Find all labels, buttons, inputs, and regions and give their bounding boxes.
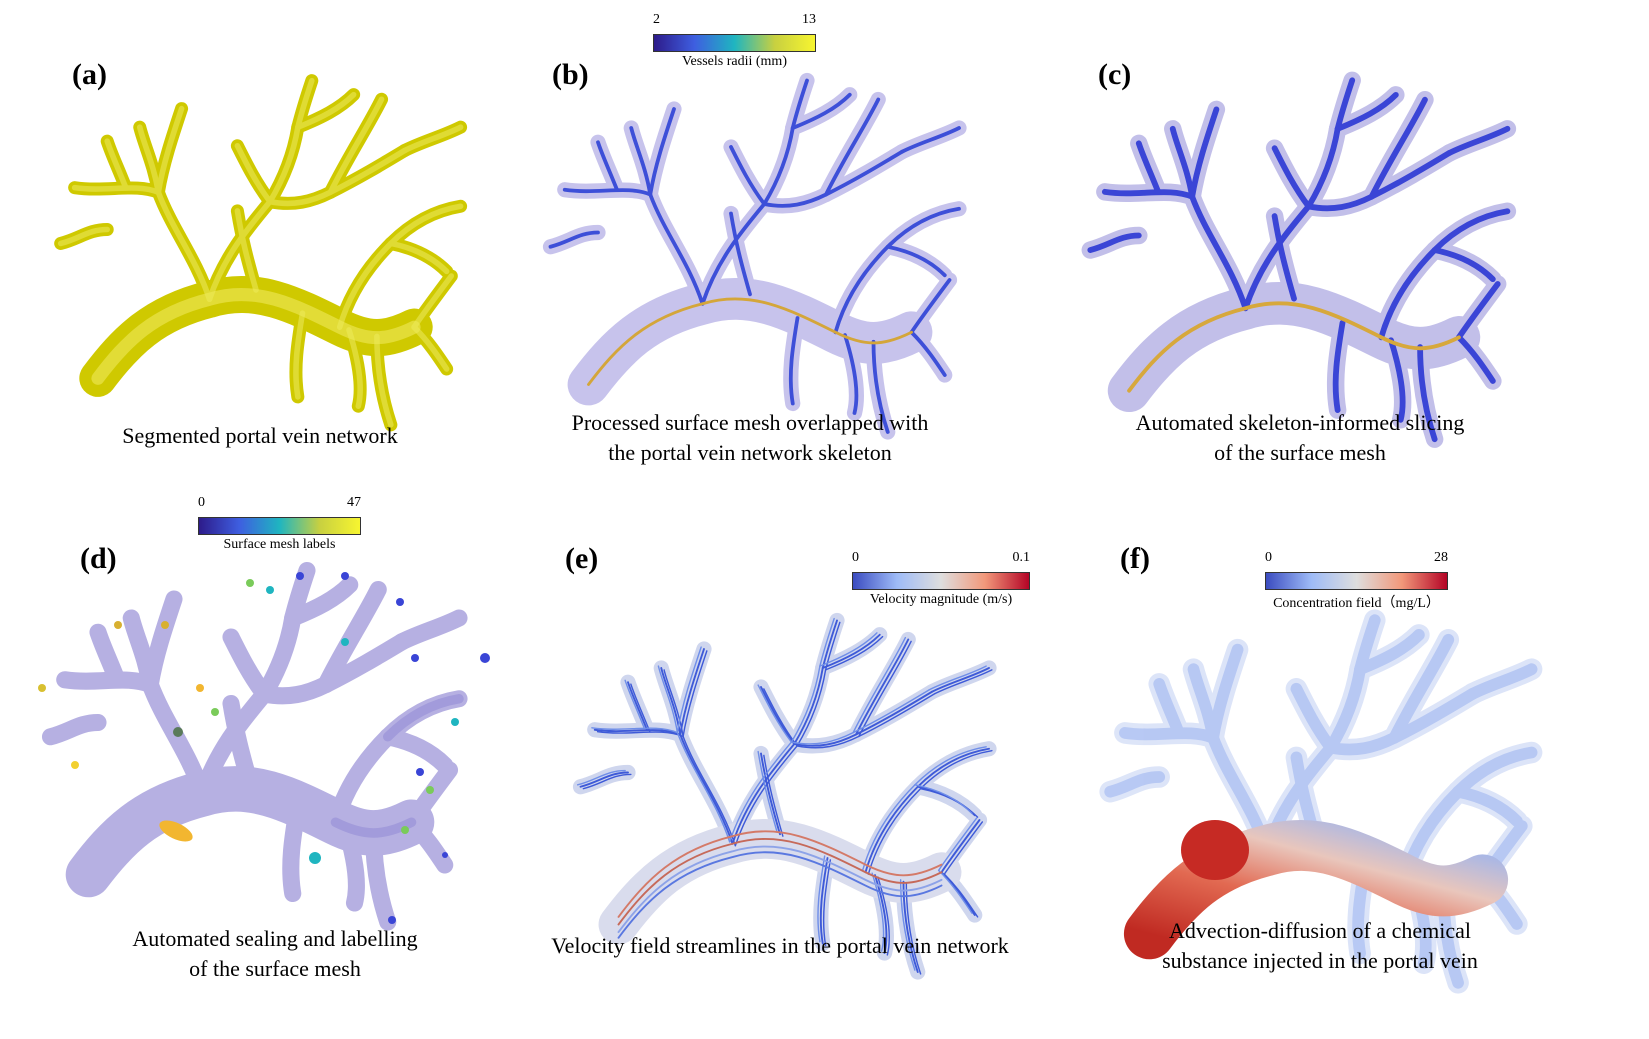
colorbar-min: 0 xyxy=(1265,550,1272,565)
panel-b: (b) 2 13 Vessels radii (mm) Processed su… xyxy=(500,0,1040,470)
colorbar-min: 2 xyxy=(653,12,660,27)
sliced-mesh-render xyxy=(1040,0,1600,470)
caption-d: Automated sealing and labelling of the s… xyxy=(40,924,510,984)
caption-line: the portal vein network skeleton xyxy=(608,440,892,465)
colorbar-surface-labels: 0 47 Surface mesh labels xyxy=(198,495,361,555)
caption-line: Segmented portal vein network xyxy=(122,423,398,448)
colorbar-max: 0.1 xyxy=(1012,550,1031,565)
caption-c: Automated skeleton-informed slicing of t… xyxy=(1060,408,1540,468)
panel-c: (c) Automated skeleton-informed slicing … xyxy=(1040,0,1600,470)
panel-label-b: (b) xyxy=(552,58,589,91)
caption-line: Processed surface mesh overlapped with xyxy=(571,410,929,435)
panel-f: (f) 0 28 Concentration field（mg/L） Advec… xyxy=(1060,490,1649,1039)
panel-label-a: (a) xyxy=(72,58,107,91)
panel-label-d: (d) xyxy=(80,542,117,575)
colorbar-title: Surface mesh labels xyxy=(223,537,336,552)
panel-d: (d) 0 47 Surface mesh labels xyxy=(0,490,540,1039)
panel-e: (e) 0 0.1 Velocity magnitude (m/s) Veloc… xyxy=(500,490,1060,1039)
colorbar-max: 28 xyxy=(1434,550,1448,565)
inlet-high-concentration xyxy=(1181,820,1249,880)
colorbar-vessel-radii: 2 13 Vessels radii (mm) xyxy=(653,12,816,72)
panel-label-e: (e) xyxy=(565,542,599,575)
caption-f: Advection-diffusion of a chemical substa… xyxy=(1080,916,1560,976)
caption-line: substance injected in the portal vein xyxy=(1162,948,1478,973)
caption-b: Processed surface mesh overlapped with t… xyxy=(520,408,980,468)
panel-label-f: (f) xyxy=(1120,542,1150,575)
colorbar-title: Vessels radii (mm) xyxy=(682,54,787,69)
colorbar-max: 47 xyxy=(347,495,361,510)
caption-line: Automated sealing and labelling xyxy=(132,926,418,951)
colorbar-max: 13 xyxy=(802,12,816,27)
colorbar-title: Velocity magnitude (m/s) xyxy=(869,592,1013,607)
concentration-field-render xyxy=(1060,490,1649,1039)
outlet-caps xyxy=(38,572,490,924)
colorbar-title: Concentration field（mg/L） xyxy=(1273,596,1440,611)
colorbar-gradient xyxy=(198,517,361,535)
caption-a: Segmented portal vein network xyxy=(40,421,480,451)
colorbar-gradient xyxy=(653,34,816,52)
colorbar-velocity: 0 0.1 Velocity magnitude (m/s) xyxy=(852,550,1030,610)
caption-line: of the surface mesh xyxy=(1214,440,1386,465)
colorbar-gradient xyxy=(1265,572,1448,590)
caption-line: Advection-diffusion of a chemical xyxy=(1169,918,1471,943)
colorbar-min: 0 xyxy=(852,550,859,565)
caption-e: Velocity field streamlines in the portal… xyxy=(500,931,1060,961)
panel-label-c: (c) xyxy=(1098,58,1132,91)
colorbar-min: 0 xyxy=(198,495,205,510)
caption-line: of the surface mesh xyxy=(189,956,361,981)
segmented-vein-render xyxy=(0,0,540,470)
caption-line: Velocity field streamlines in the portal… xyxy=(551,933,1009,958)
colorbar-concentration: 0 28 Concentration field（mg/L） xyxy=(1265,550,1448,611)
colorbar-gradient xyxy=(852,572,1030,590)
caption-line: Automated skeleton-informed slicing xyxy=(1135,410,1465,435)
panel-a: (a) Segmented portal vein network xyxy=(0,0,540,470)
mesh-skeleton-render xyxy=(500,0,1040,470)
labelled-mesh-render xyxy=(38,490,490,1039)
